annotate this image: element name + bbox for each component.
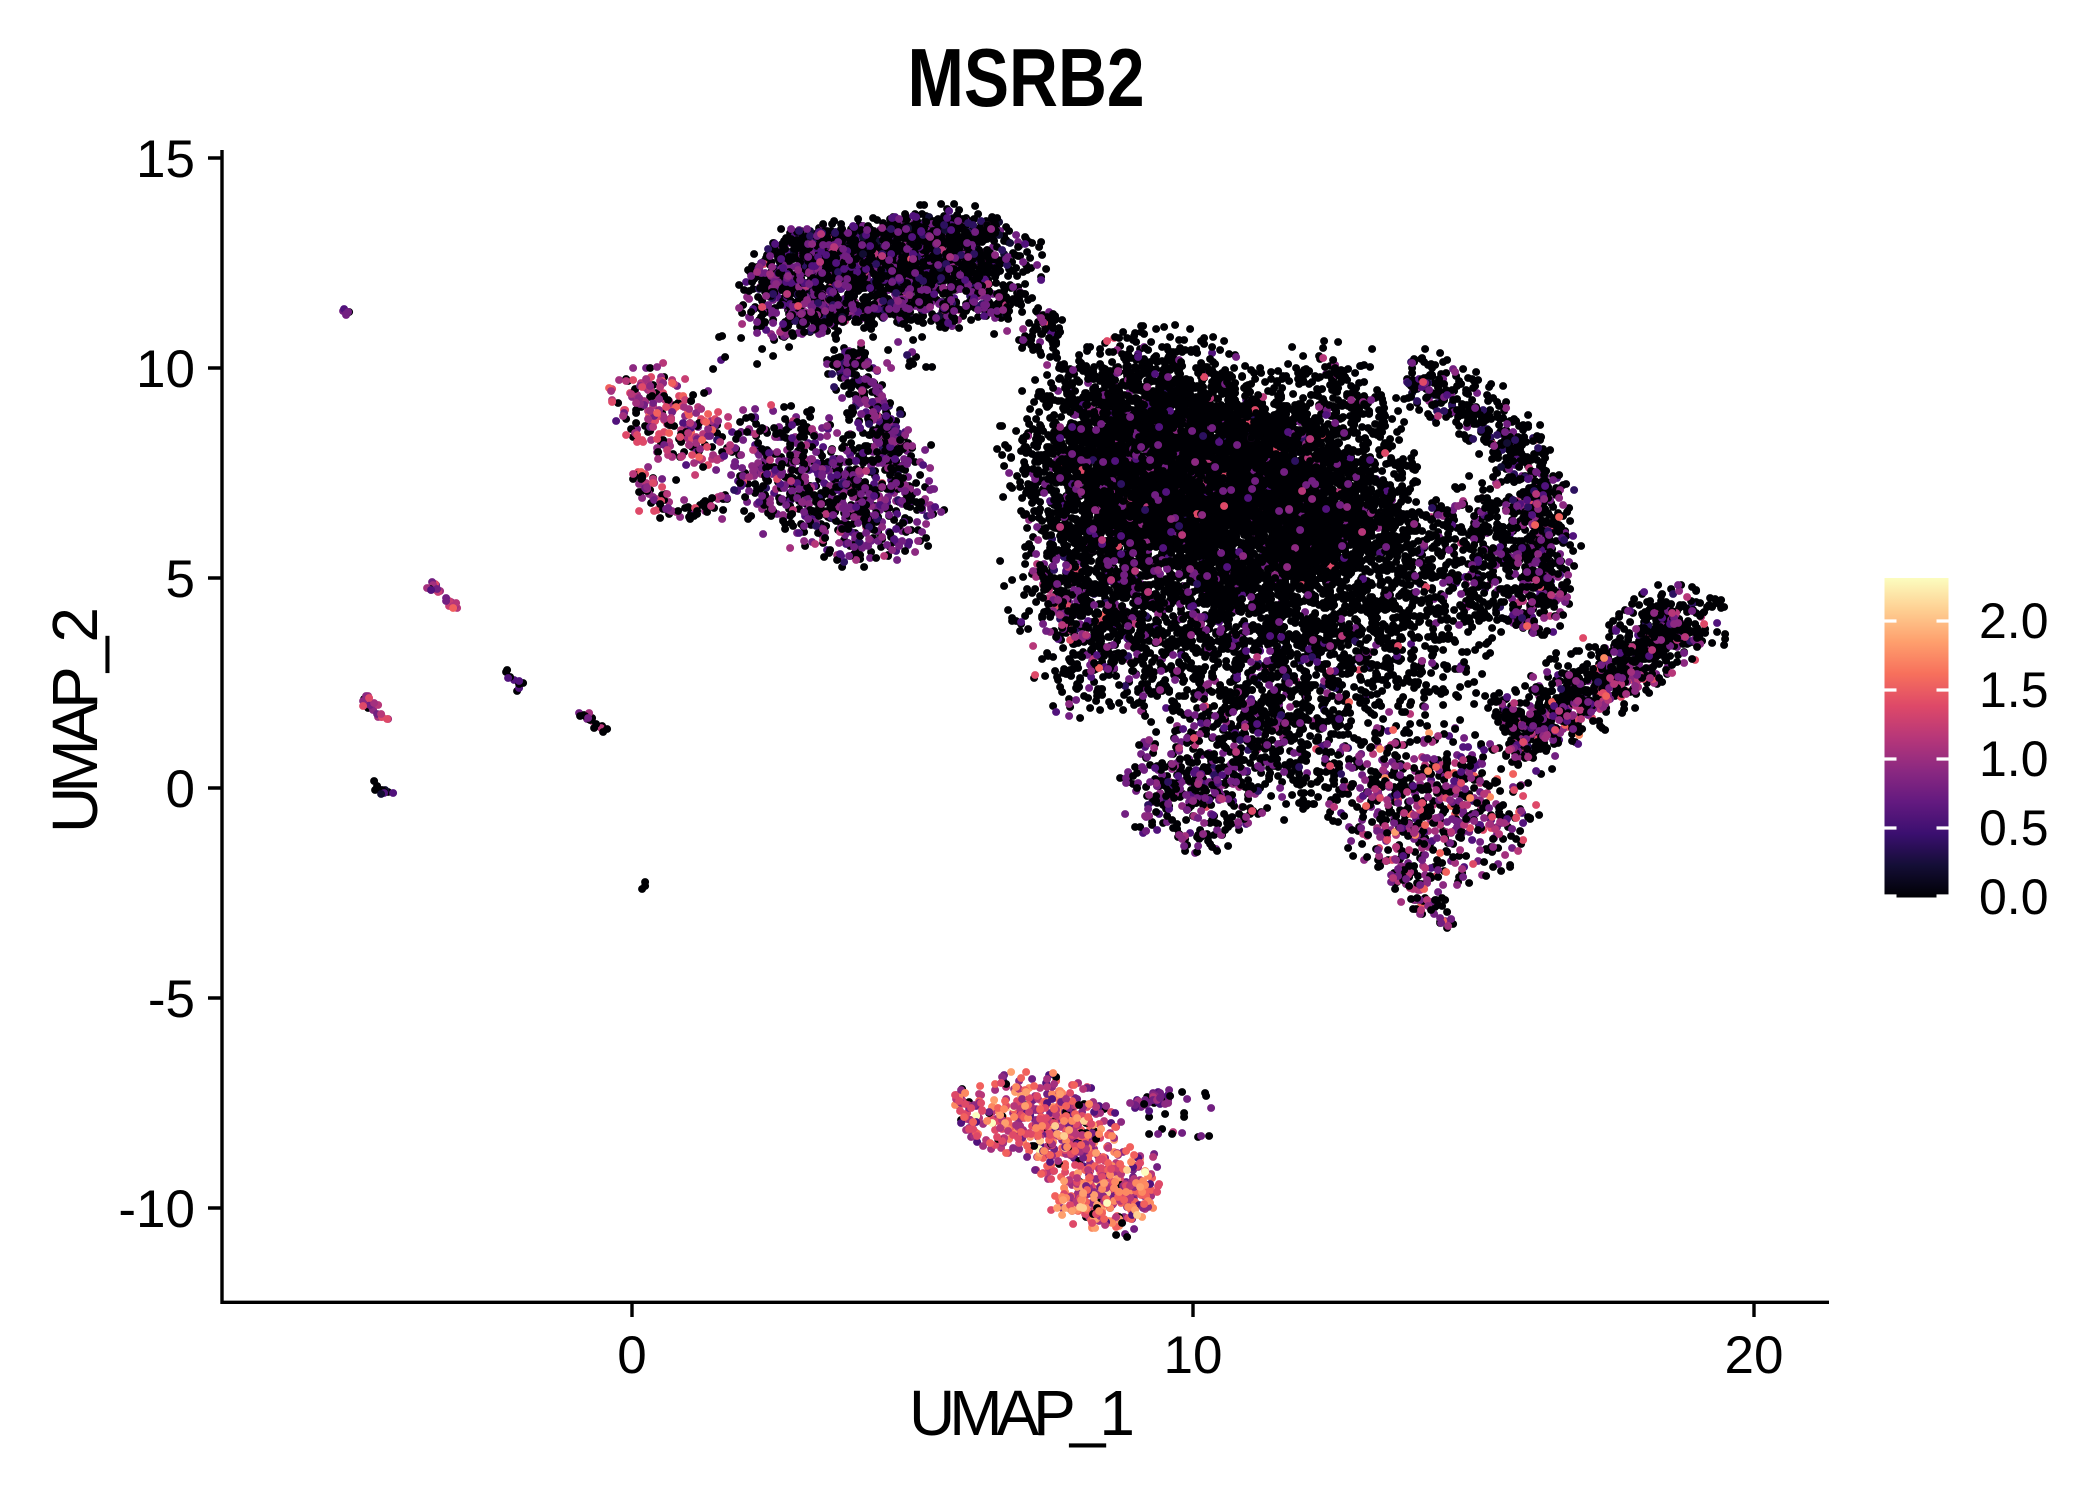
svg-text:10: 10 (136, 340, 195, 399)
svg-text:UMAP_1: UMAP_1 (909, 1377, 1135, 1449)
svg-text:-5: -5 (148, 970, 195, 1029)
svg-text:-10: -10 (118, 1180, 195, 1239)
svg-text:20: 20 (1725, 1326, 1784, 1385)
svg-text:1.0: 1.0 (1979, 731, 2049, 787)
svg-text:15: 15 (136, 130, 195, 189)
svg-text:1.5: 1.5 (1979, 662, 2049, 718)
svg-text:5: 5 (166, 550, 195, 609)
svg-text:MSRB2: MSRB2 (908, 31, 1145, 124)
svg-text:UMAP_2: UMAP_2 (39, 607, 111, 833)
svg-text:0.5: 0.5 (1979, 800, 2049, 856)
svg-text:0: 0 (617, 1326, 646, 1385)
svg-text:10: 10 (1164, 1326, 1223, 1385)
svg-text:2.0: 2.0 (1979, 593, 2049, 649)
svg-text:0.0: 0.0 (1979, 869, 2049, 925)
svg-text:0: 0 (166, 760, 195, 819)
